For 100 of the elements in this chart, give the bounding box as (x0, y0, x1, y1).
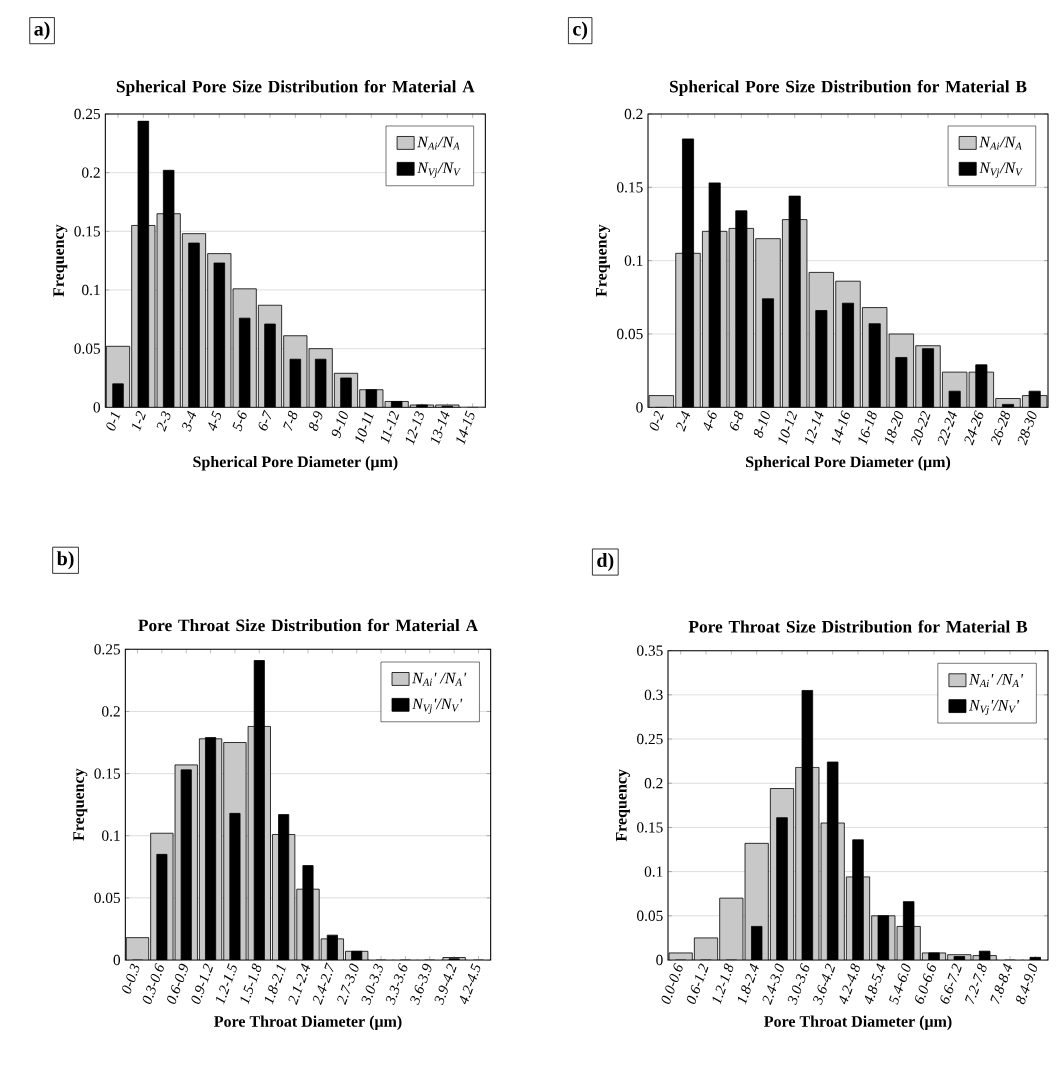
x-tick-label: 11-12 (380, 410, 400, 445)
x-tick-label: 3.9-4.2 (434, 963, 457, 1006)
y-tick-label: 0.35 (637, 645, 663, 656)
y-tick-label: 0.15 (637, 822, 663, 833)
bar (435, 404, 460, 408)
bar (1002, 403, 1015, 408)
legend-label: N$_{Vj}$'/N$_{V}$' (412, 698, 463, 714)
bar (762, 298, 775, 408)
x-tick-label: 2-3 (156, 411, 171, 432)
x-tick-label: 8-10 (753, 410, 770, 438)
x-axis-title: Spherical Pore Diameter (μm) (193, 456, 398, 471)
x-tick-label: 9-10 (331, 410, 348, 439)
y-axis-title: Frequency (616, 769, 630, 842)
x-tick-label: 5.4-6.0 (889, 963, 911, 1005)
x-tick-label: 14-15 (456, 410, 475, 446)
text: c) (573, 21, 588, 40)
x-tick-label: 3.6-4.2 (813, 963, 836, 1006)
x-tick-label: 8.4-9.0 (1016, 963, 1038, 1005)
bar (868, 323, 881, 408)
bar (895, 357, 908, 408)
x-tick-label: 6.0-6.6 (915, 962, 936, 1004)
x-tick-label: 7.2-7.8 (964, 963, 987, 1005)
x-tick-label: 2.4-3.0 (762, 963, 784, 1006)
legend-label: N$_{Vj}$/N$_{V}$ (417, 162, 461, 178)
x-tick-label: 13-14 (431, 410, 450, 446)
x-tick-label: 4.2-4.5 (459, 963, 481, 1005)
x-tick-label: 10-12 (778, 410, 798, 446)
x-tick-label: 7-8 (283, 410, 298, 431)
y-tick-label: 0.15 (74, 226, 101, 237)
x-tick-label: 0.6-1.2 (686, 963, 709, 1004)
x-tick-label: 1.2-1.8 (712, 963, 734, 1005)
y-axis-title: Frequency (73, 768, 88, 841)
y-tick-label: 0.15 (617, 182, 643, 193)
x-tick-label: 4-6 (703, 410, 717, 431)
y-tick-label: 0.15 (94, 768, 121, 779)
y-tick-label: 0.1 (644, 866, 663, 877)
x-tick-label: 6-7 (258, 409, 271, 431)
y-tick-label: 0.25 (637, 733, 663, 745)
legend-label: N$_{Vj}$/N$_{V}$ (979, 162, 1023, 178)
x-tick-label: 0.3-0.6 (142, 962, 164, 1004)
x-tick-label: 7.8-8.4 (990, 963, 1013, 1005)
y-tick-label: 0.1 (102, 830, 120, 841)
x-axis-title: Spherical Pore Diameter (μm) (746, 456, 951, 471)
x-tick-label: 5-6 (232, 410, 247, 432)
x-tick-label: 4.2-4.8 (839, 963, 860, 1005)
x-tick-label: 2-4 (676, 410, 691, 432)
bar (649, 395, 674, 408)
x-tick-label: 1.8-2.4 (737, 963, 759, 1005)
x-tick-label: 2.7-3.0 (337, 963, 359, 1006)
chart-title: Spherical Pore Size Distribution for Material B (670, 80, 1027, 96)
x-tick-label: 10-11 (355, 411, 374, 445)
legend-label: N$_{Ai}$/N$_{A}$ (979, 136, 1022, 150)
x-tick-label: 16-18 (858, 410, 877, 446)
x-tick-label: 1.5-1.8 (240, 963, 262, 1005)
chart-title: Spherical Pore Size Distribution for Material A (116, 80, 475, 96)
x-tick-label: 1.2-1.5 (216, 963, 237, 1005)
x-tick-label: 18-20 (885, 410, 904, 446)
x-tick-label: 6.6-7.2 (940, 963, 962, 1004)
chart-title: Pore Throat Size Distribution for Material A (138, 618, 478, 632)
x-axis-title: Pore Throat Diameter (μm) (764, 1015, 952, 1031)
y-tick-label: 0 (113, 954, 121, 966)
x-tick-label: 3.3-3.6 (385, 962, 408, 1006)
x-tick-label: 3.0-3.6 (787, 962, 810, 1006)
x-tick-label: 6-8 (730, 410, 744, 431)
x-tick-label: 22-24 (937, 410, 957, 446)
x-tick-label: 1.8-2.1 (264, 964, 286, 1005)
x-tick-label: 2.4-2.7 (312, 962, 334, 1006)
y-tick-label: 0.2 (644, 778, 663, 789)
x-tick-label: 0.6-0.9 (167, 963, 188, 1004)
y-tick-label: 0 (656, 954, 663, 966)
y-axis-title: Frequency (596, 224, 610, 297)
x-tick-label: 12-13 (405, 411, 424, 446)
x-tick-label: 0.0-0.6 (661, 962, 683, 1004)
x-tick-label: 4.8-5.4 (864, 963, 886, 1005)
legend-label: N$_{Ai}$/N$_{A}$ (417, 136, 460, 150)
x-tick-label: 0-1 (106, 411, 121, 431)
x-tick-label: 0-0.3 (122, 963, 140, 994)
y-tick-label: 0.05 (94, 892, 121, 904)
x-tick-label: 1-2 (132, 410, 146, 432)
bar (842, 302, 855, 408)
y-tick-label: 0.25 (74, 108, 101, 120)
x-tick-label: 0-2 (649, 410, 664, 431)
chart-title: Pore Throat Size Distribution for Material B (688, 620, 1028, 633)
y-tick-label: 0 (93, 402, 101, 413)
y-tick-label: 0.1 (624, 255, 643, 266)
bar (948, 390, 961, 408)
bar (815, 310, 828, 408)
x-tick-label: 26-28 (991, 410, 1010, 446)
bar (922, 348, 935, 408)
y-axis-title: Frequency (53, 224, 68, 297)
y-tick-label: 0.2 (624, 108, 643, 120)
x-tick-label: 24-26 (964, 410, 984, 446)
x-tick-label: 3.6-3.9 (410, 963, 432, 1006)
y-tick-label: 0.3 (644, 689, 663, 701)
bar (442, 957, 466, 960)
x-tick-label: 12-14 (805, 410, 824, 446)
text: a) (34, 21, 50, 40)
legend-label: N$_{Ai}$' /N$_{A}$' (968, 673, 1024, 687)
y-tick-label: 0.2 (82, 167, 100, 178)
x-tick-label: 8-9 (309, 411, 323, 431)
